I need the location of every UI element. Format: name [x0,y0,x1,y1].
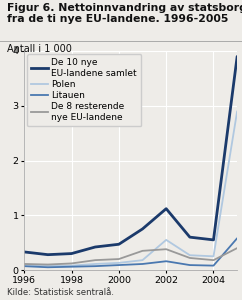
De 8 resterende
nye EU-landene [188,256,191,260]
Line: Polen: Polen [24,111,237,266]
Text: fra de ti nye EU-landene. 1996-2005: fra de ti nye EU-landene. 1996-2005 [7,14,229,23]
De 10 nye
EU-landene samlet [165,207,168,211]
Polen [117,261,120,265]
Text: Antall i 1 000: Antall i 1 000 [7,44,72,53]
De 10 nye
EU-landene samlet [46,253,49,256]
Text: Kilde: Statistisk sentralå.: Kilde: Statistisk sentralå. [7,288,114,297]
Litauen [70,265,73,268]
Litauen [23,264,26,268]
De 8 resterende
nye EU-landene [236,246,239,250]
De 8 resterende
nye EU-landene [46,263,49,266]
De 10 nye
EU-landene samlet [212,238,215,242]
Line: De 10 nye
EU-landene samlet: De 10 nye EU-landene samlet [24,56,237,255]
Polen [94,262,97,266]
Litauen [188,263,191,267]
Polen [141,258,144,262]
Line: De 8 resterende
nye EU-landene: De 8 resterende nye EU-landene [24,248,237,265]
De 10 nye
EU-landene samlet [188,235,191,239]
Polen [23,263,26,266]
De 8 resterende
nye EU-landene [212,258,215,262]
De 10 nye
EU-landene samlet [94,245,97,249]
Line: Litauen: Litauen [24,238,237,267]
Legend: De 10 nye
EU-landene samlet, Polen, Litauen, De 8 resterende
nye EU-landene: De 10 nye EU-landene samlet, Polen, Lita… [27,54,141,126]
Polen [165,238,168,242]
De 8 resterende
nye EU-landene [23,262,26,266]
Litauen [165,260,168,263]
De 8 resterende
nye EU-landene [94,258,97,262]
De 8 resterende
nye EU-landene [141,249,144,253]
Polen [70,264,73,267]
Litauen [212,264,215,267]
Litauen [236,236,239,240]
Litauen [117,263,120,267]
De 10 nye
EU-landene samlet [141,227,144,231]
Litauen [46,266,49,269]
Litauen [94,264,97,268]
De 10 nye
EU-landene samlet [236,55,239,58]
Polen [188,254,191,257]
Polen [236,110,239,113]
Text: Figur 6. Nettoinnvandring av statsborgere: Figur 6. Nettoinnvandring av statsborger… [7,3,242,13]
De 8 resterende
nye EU-landene [70,262,73,265]
Litauen [141,262,144,266]
De 8 resterende
nye EU-landene [117,257,120,261]
De 10 nye
EU-landene samlet [70,252,73,255]
De 8 resterende
nye EU-landene [165,248,168,251]
Polen [46,264,49,267]
Polen [212,254,215,258]
De 10 nye
EU-landene samlet [117,242,120,246]
De 10 nye
EU-landene samlet [23,250,26,254]
